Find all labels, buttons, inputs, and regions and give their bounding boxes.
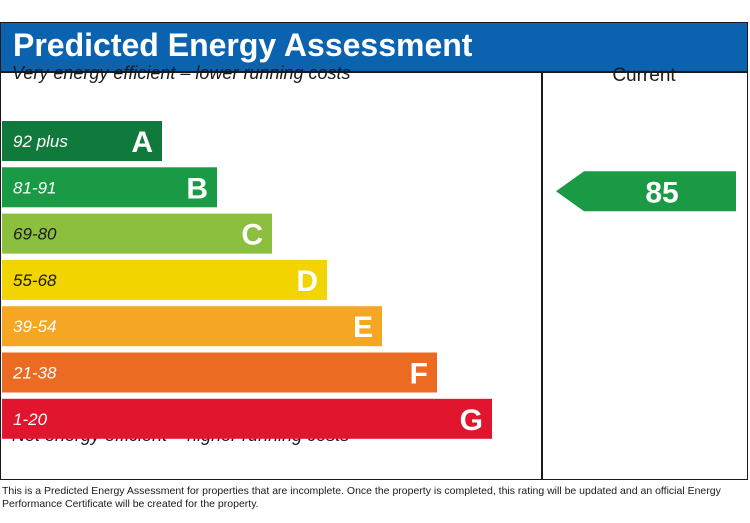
band-letter-f: F	[410, 358, 428, 391]
band-range-d: 55-68	[13, 271, 57, 290]
band-bar-g	[2, 398, 492, 439]
footnote: This is a Predicted Energy Assessment fo…	[2, 485, 721, 510]
header-divider	[1, 71, 747, 73]
band-range-a: 92 plus	[13, 132, 68, 151]
band-bar-a	[2, 121, 162, 161]
band-letter-e: E	[353, 311, 373, 344]
band-letter-g: G	[460, 404, 483, 437]
assessment-frame: Predicted Energy Assessment	[0, 22, 748, 480]
band-range-f: 21-38	[12, 364, 57, 383]
band-range-e: 39-54	[13, 317, 56, 336]
band-range-c: 69-80	[13, 225, 57, 244]
band-bar-d	[2, 259, 327, 300]
current-rating-value: 85	[645, 176, 678, 209]
top-caption: Very energy efficient – lower running co…	[12, 63, 351, 83]
band-bar-b	[2, 167, 217, 208]
band-letter-c: C	[241, 219, 263, 252]
band-letter-a: A	[131, 126, 153, 159]
band-letter-b: B	[186, 172, 208, 205]
column-divider	[541, 71, 543, 479]
header-band: Predicted Energy Assessment	[1, 23, 747, 71]
band-bar-e	[2, 306, 382, 347]
band-bar-f	[2, 352, 437, 393]
current-column-header: Current	[612, 65, 676, 86]
band-letter-d: D	[296, 265, 318, 298]
band-range-g: 1-20	[13, 410, 48, 429]
current-rating-arrow	[556, 171, 736, 212]
band-bar-c	[2, 213, 272, 254]
band-range-b: 81-91	[13, 178, 56, 197]
page-title: Predicted Energy Assessment	[13, 27, 473, 63]
